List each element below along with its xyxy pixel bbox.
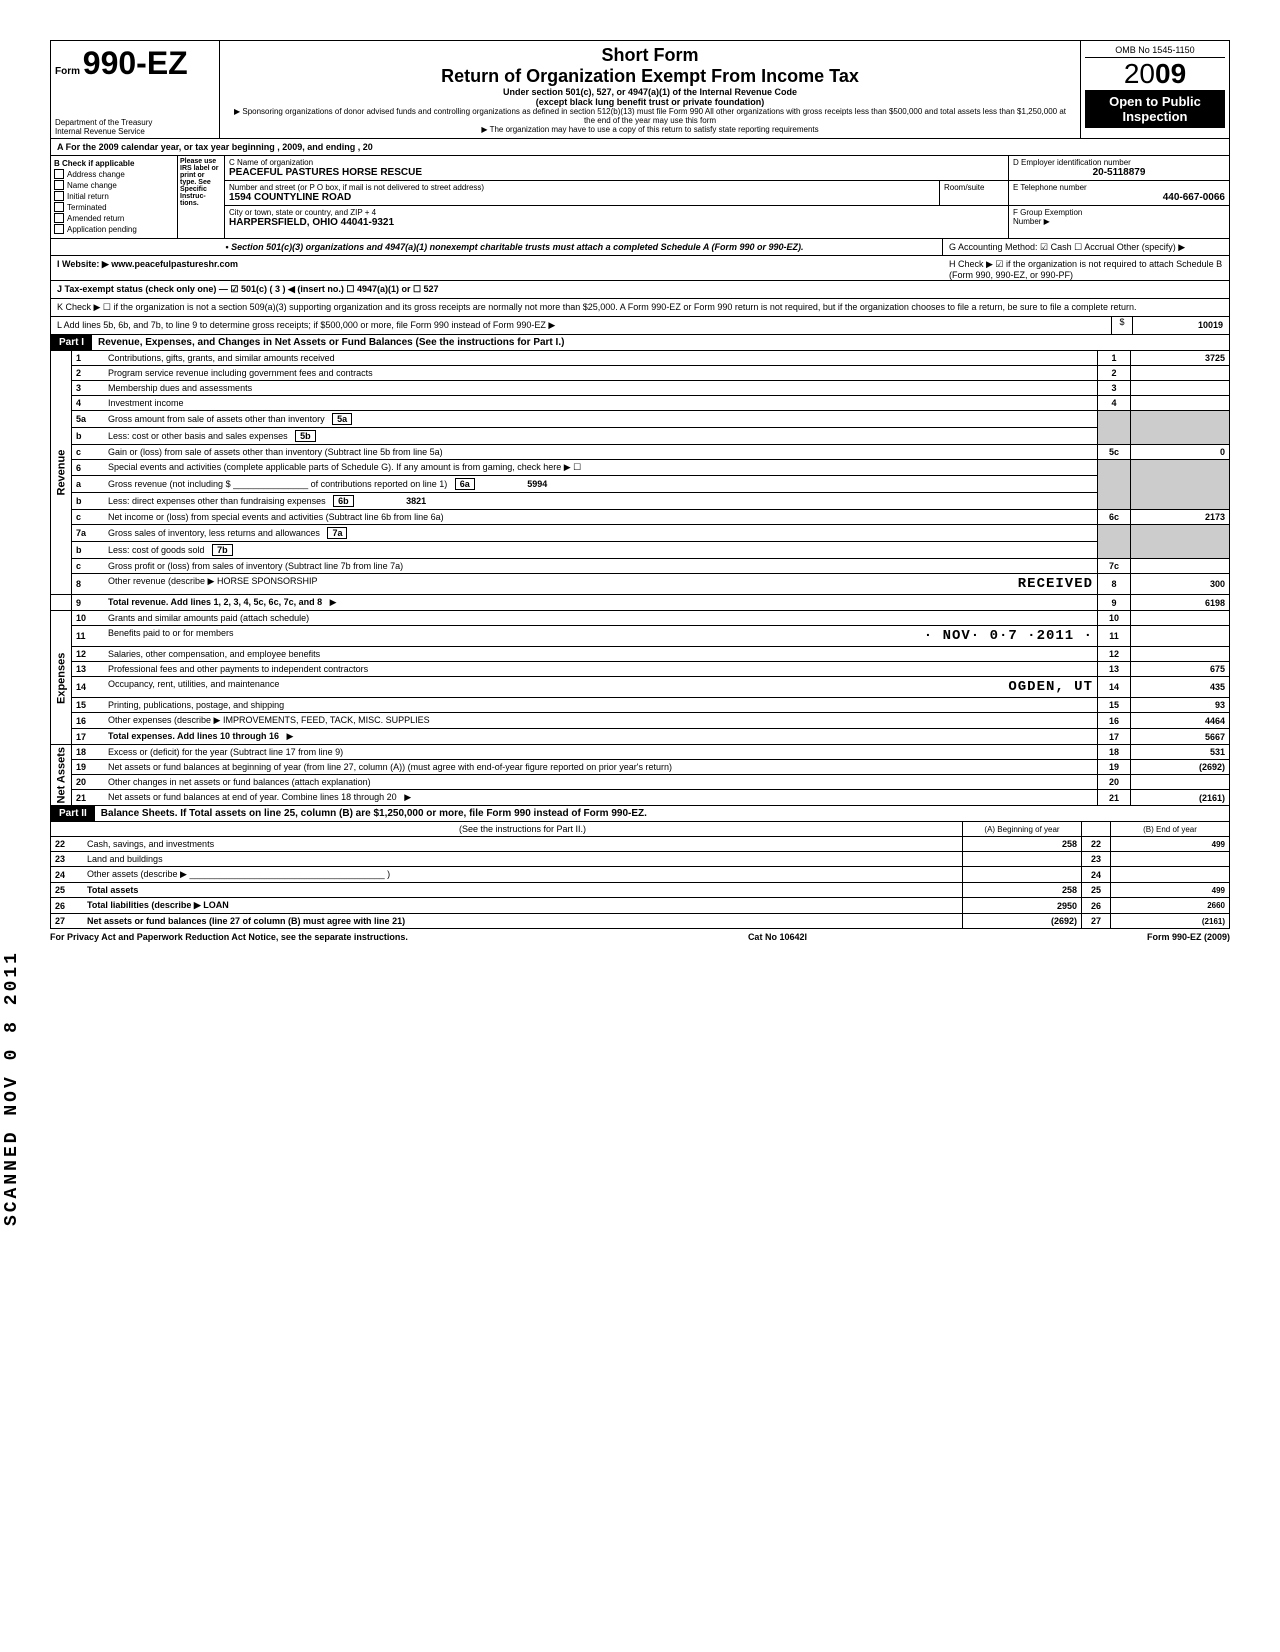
part2-label: Part II (51, 806, 95, 821)
revenue-sidelabel: Revenue (51, 351, 72, 595)
cb-pending-label: Application pending (67, 225, 137, 234)
c-name-label: C Name of organization (229, 158, 1000, 167)
l-row: L Add lines 5b, 6b, and 7b, to line 9 to… (50, 317, 1230, 335)
e-label: E Telephone number (1013, 183, 1225, 192)
col-b-title: B Check if applicable (54, 159, 174, 168)
part2-see: (See the instructions for Part II.) (83, 822, 963, 837)
ogden-stamp: OGDEN, UT (1008, 679, 1093, 695)
date-stamp: · NOV· 0·7 ·2011 · (924, 628, 1093, 644)
part2-header: Part II Balance Sheets. If Total assets … (50, 806, 1230, 822)
expenses-sidelabel: Expenses (51, 611, 72, 745)
short-form-title: Short Form (228, 45, 1072, 66)
part2-title: Balance Sheets. If Total assets on line … (95, 806, 1229, 821)
year-bold: 09 (1155, 58, 1186, 89)
f-label: F Group Exemption (1013, 208, 1225, 217)
scanned-stamp: SCANNED NOV 0 8 2011 (2, 950, 22, 1226)
row-a: A For the 2009 calendar year, or tax yea… (50, 139, 1230, 156)
d-label: D Employer identification number (1013, 158, 1225, 167)
ein: 20-5118879 (1013, 167, 1225, 178)
l-val: 10019 (1133, 320, 1223, 331)
cb-amended-label: Amended return (67, 214, 124, 223)
addr-label: Number and street (or P O box, if mail i… (229, 183, 931, 192)
i-label: I Website: ▶ (57, 259, 109, 269)
cb-initial[interactable] (54, 191, 64, 201)
h-check: H Check ▶ ☑ if the organization is not r… (943, 256, 1229, 280)
cb-terminated-label: Terminated (67, 203, 107, 212)
org-city: HARPERSFIELD, OHIO 44041-9321 (229, 217, 1004, 228)
copy-note: ▶ The organization may have to use a cop… (228, 125, 1072, 134)
received-stamp: RECEIVED (1018, 576, 1093, 592)
return-title: Return of Organization Exempt From Incom… (228, 66, 1072, 87)
open-public: Open to Public Inspection (1085, 90, 1225, 128)
g-accounting: G Accounting Method: ☑ Cash ☐ Accrual Ot… (942, 239, 1229, 255)
privacy-notice: For Privacy Act and Paperwork Reduction … (50, 932, 408, 942)
part1-label: Part I (51, 335, 92, 350)
identification-grid: B Check if applicable Address change Nam… (50, 156, 1230, 239)
dept-treasury: Department of the Treasury (55, 118, 152, 127)
phone: 440-667-0066 (1013, 192, 1225, 203)
cb-initial-label: Initial return (67, 192, 109, 201)
org-name: PEACEFUL PASTURES HORSE RESCUE (229, 167, 1004, 178)
cb-address[interactable] (54, 169, 64, 179)
part1-title: Revenue, Expenses, and Changes in Net As… (92, 335, 1229, 350)
cb-amended[interactable] (54, 213, 64, 223)
form-label: Form (55, 66, 80, 77)
room-label: Room/suite (940, 181, 1008, 205)
except-note: (except black lung benefit trust or priv… (228, 97, 1072, 107)
cb-terminated[interactable] (54, 202, 64, 212)
part1-header: Part I Revenue, Expenses, and Changes in… (50, 335, 1230, 351)
dept-irs: Internal Revenue Service (55, 127, 152, 136)
form-number: 990-EZ (83, 45, 188, 81)
cb-name[interactable] (54, 180, 64, 190)
sponsor-note: ▶ Sponsoring organizations of donor advi… (228, 107, 1072, 125)
col-a-header: (A) Beginning of year (963, 822, 1082, 837)
j-row: J Tax-exempt status (check only one) — ☑… (50, 281, 1230, 299)
city-label: City or town, state or country, and ZIP … (229, 208, 1000, 217)
form-header: Form 990-EZ Department of the Treasury I… (50, 40, 1230, 139)
cb-address-label: Address change (67, 170, 125, 179)
website: www.peacefulpastureshr.com (111, 259, 238, 269)
please-label: Please use IRS label or print or type. S… (178, 156, 225, 238)
cb-pending[interactable] (54, 224, 64, 234)
under-section: Under section 501(c), 527, or 4947(a)(1)… (228, 87, 1072, 97)
org-address: 1594 COUNTYLINE ROAD (229, 192, 935, 203)
form-ref: Form 990-EZ (2009) (1147, 932, 1230, 942)
year-prefix: 20 (1124, 58, 1155, 89)
page-footer: For Privacy Act and Paperwork Reduction … (50, 929, 1230, 945)
l-text: L Add lines 5b, 6b, and 7b, to line 9 to… (57, 320, 1111, 331)
netassets-sidelabel: Net Assets (51, 745, 72, 806)
k-row: K Check ▶ ☐ if the organization is not a… (50, 299, 1230, 317)
omb-number: OMB No 1545-1150 (1085, 45, 1225, 58)
col-b-header: (B) End of year (1111, 822, 1230, 837)
section-note: • Section 501(c)(3) organizations and 49… (57, 242, 942, 252)
part1-table: Revenue 1Contributions, gifts, grants, a… (50, 351, 1230, 806)
cb-name-label: Name change (67, 181, 117, 190)
balance-table: (See the instructions for Part II.) (A) … (50, 822, 1230, 929)
f-label2: Number ▶ (1013, 217, 1225, 226)
cat-no: Cat No 10642I (748, 932, 807, 942)
